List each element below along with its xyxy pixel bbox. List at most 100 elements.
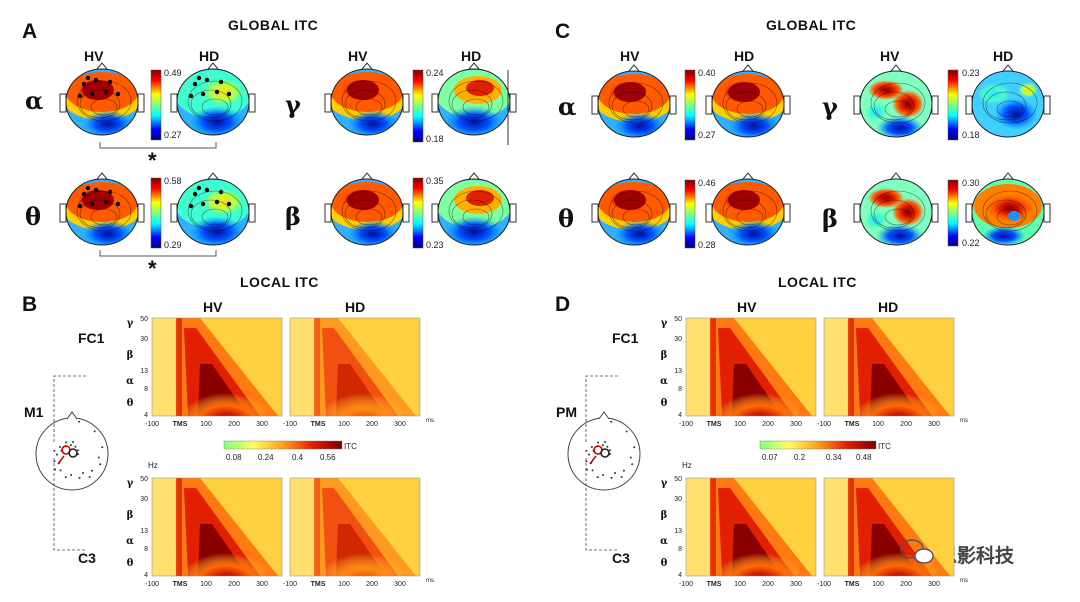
b-bot-xtick: 300 — [394, 581, 406, 588]
topo-blue-back — [614, 112, 666, 137]
topo-contour — [451, 89, 493, 119]
d-bot-xunit: ms — [960, 578, 968, 584]
cb-a-beta-max: 0.35 — [426, 176, 444, 186]
cb-a-theta-max: 0.58 — [164, 176, 182, 186]
left-ear — [59, 203, 67, 223]
tms-coil-right — [68, 448, 78, 458]
tf-fill — [290, 318, 420, 416]
d-top-ytick: 8 — [678, 386, 682, 393]
topo-fill — [860, 179, 932, 245]
b-top-xtick: TMS — [173, 421, 188, 428]
b-bot-xtick: 200 — [366, 581, 378, 588]
cb-c-beta-max: 0.30 — [962, 178, 980, 188]
d-bot-yband: α — [660, 536, 668, 547]
schematic-electrode — [614, 472, 616, 475]
b-bot-ytick: 50 — [140, 476, 148, 483]
leader-to-fc1 — [53, 375, 86, 442]
d-c3-label: C3 — [612, 550, 630, 566]
schematic-electrode — [586, 468, 589, 471]
leader-to-c3 — [53, 458, 86, 551]
d-top-ytick: 4 — [678, 412, 682, 419]
cb-c-theta-max: 0.46 — [698, 178, 716, 188]
topo-contour — [79, 89, 121, 119]
b-bot-ytick: 13 — [140, 528, 148, 535]
topo-contour — [355, 208, 383, 226]
a-gamma-label: γ — [285, 90, 301, 119]
significant-electrode — [115, 91, 121, 97]
watermark-text: 思影科技 — [938, 545, 1015, 567]
b-top-xtick: -100 — [283, 421, 297, 428]
significant-electrode — [192, 81, 198, 87]
significant-electrode — [188, 203, 194, 209]
topo-contour — [622, 208, 650, 226]
topo-contour — [985, 91, 1027, 121]
topo-patch-1 — [868, 188, 904, 208]
topo-contour — [996, 208, 1024, 226]
topo-a-theta-hv — [59, 172, 145, 246]
tf-frame — [151, 477, 283, 577]
right-ear — [669, 95, 677, 115]
cb-c-beta-min: 0.22 — [962, 238, 980, 248]
topo-fill — [712, 179, 784, 245]
significance-star-theta: * — [148, 256, 157, 281]
cb-a-alpha-max: 0.49 — [164, 68, 182, 78]
topo-contour — [611, 199, 653, 229]
topo-contour — [722, 190, 778, 232]
head-outline — [330, 178, 404, 246]
b-bot-yband: α — [126, 536, 134, 547]
tf-d-hd-c3 — [823, 477, 955, 577]
d-cb-tick-2: 0.2 — [794, 453, 806, 462]
topo-contour — [90, 98, 118, 116]
schematic-electrode — [54, 468, 57, 471]
schematic-electrode — [588, 453, 591, 456]
topo-contour — [76, 80, 132, 122]
right-ear — [1043, 203, 1051, 223]
wechat-bubble-2 — [914, 548, 934, 564]
tf-pre-stim — [152, 318, 176, 416]
topo-contour — [722, 82, 778, 124]
right-ear — [509, 203, 517, 223]
tf-frame — [289, 477, 421, 577]
tf-frame — [289, 317, 421, 417]
tf-b-hd-c3 — [289, 477, 421, 577]
left-ear — [853, 95, 861, 115]
significant-electrode — [204, 77, 210, 83]
b-top-xtick: TMS — [311, 421, 326, 428]
c-beta-label: β — [822, 204, 838, 233]
cb-c-theta-min: 0.28 — [698, 240, 716, 250]
d-bot-ytick: 4 — [678, 572, 682, 579]
b-bot-ytick: 4 — [144, 572, 148, 579]
significant-electrode — [115, 201, 121, 207]
left-ear — [431, 93, 439, 113]
nose — [207, 172, 219, 180]
topo-fill — [860, 71, 932, 137]
d-bot-xtick: TMS — [845, 581, 860, 588]
topo-contour — [884, 208, 912, 226]
significant-electrode — [200, 201, 206, 207]
b-hd-label: HD — [345, 299, 366, 315]
schematic-electrode — [90, 469, 93, 472]
significant-electrode — [103, 199, 109, 205]
b-bot-xtick: 100 — [200, 581, 212, 588]
topo-contour — [611, 91, 653, 121]
topo-contour — [982, 190, 1038, 232]
colorbar-a-alpha — [150, 69, 162, 141]
topo-contour — [344, 199, 386, 229]
d-top-xtick: 100 — [734, 421, 746, 428]
head-outline — [437, 68, 511, 136]
schematic-electrode — [97, 456, 100, 459]
colorbar-a-beta — [412, 177, 424, 249]
head-outline — [859, 178, 933, 246]
tf-frame — [685, 477, 817, 577]
a-alpha-label: α — [25, 86, 44, 115]
topo-contour — [996, 100, 1024, 118]
panel-letter-b: B — [22, 293, 38, 316]
tf-b-hv-fc1 — [151, 317, 283, 417]
topo-contour — [344, 89, 386, 119]
leader-to-fc1 — [585, 375, 618, 442]
b-cb-tick-3: 0.4 — [292, 453, 304, 462]
colorbar-c-gamma — [947, 69, 959, 141]
topo-fill — [66, 69, 138, 135]
